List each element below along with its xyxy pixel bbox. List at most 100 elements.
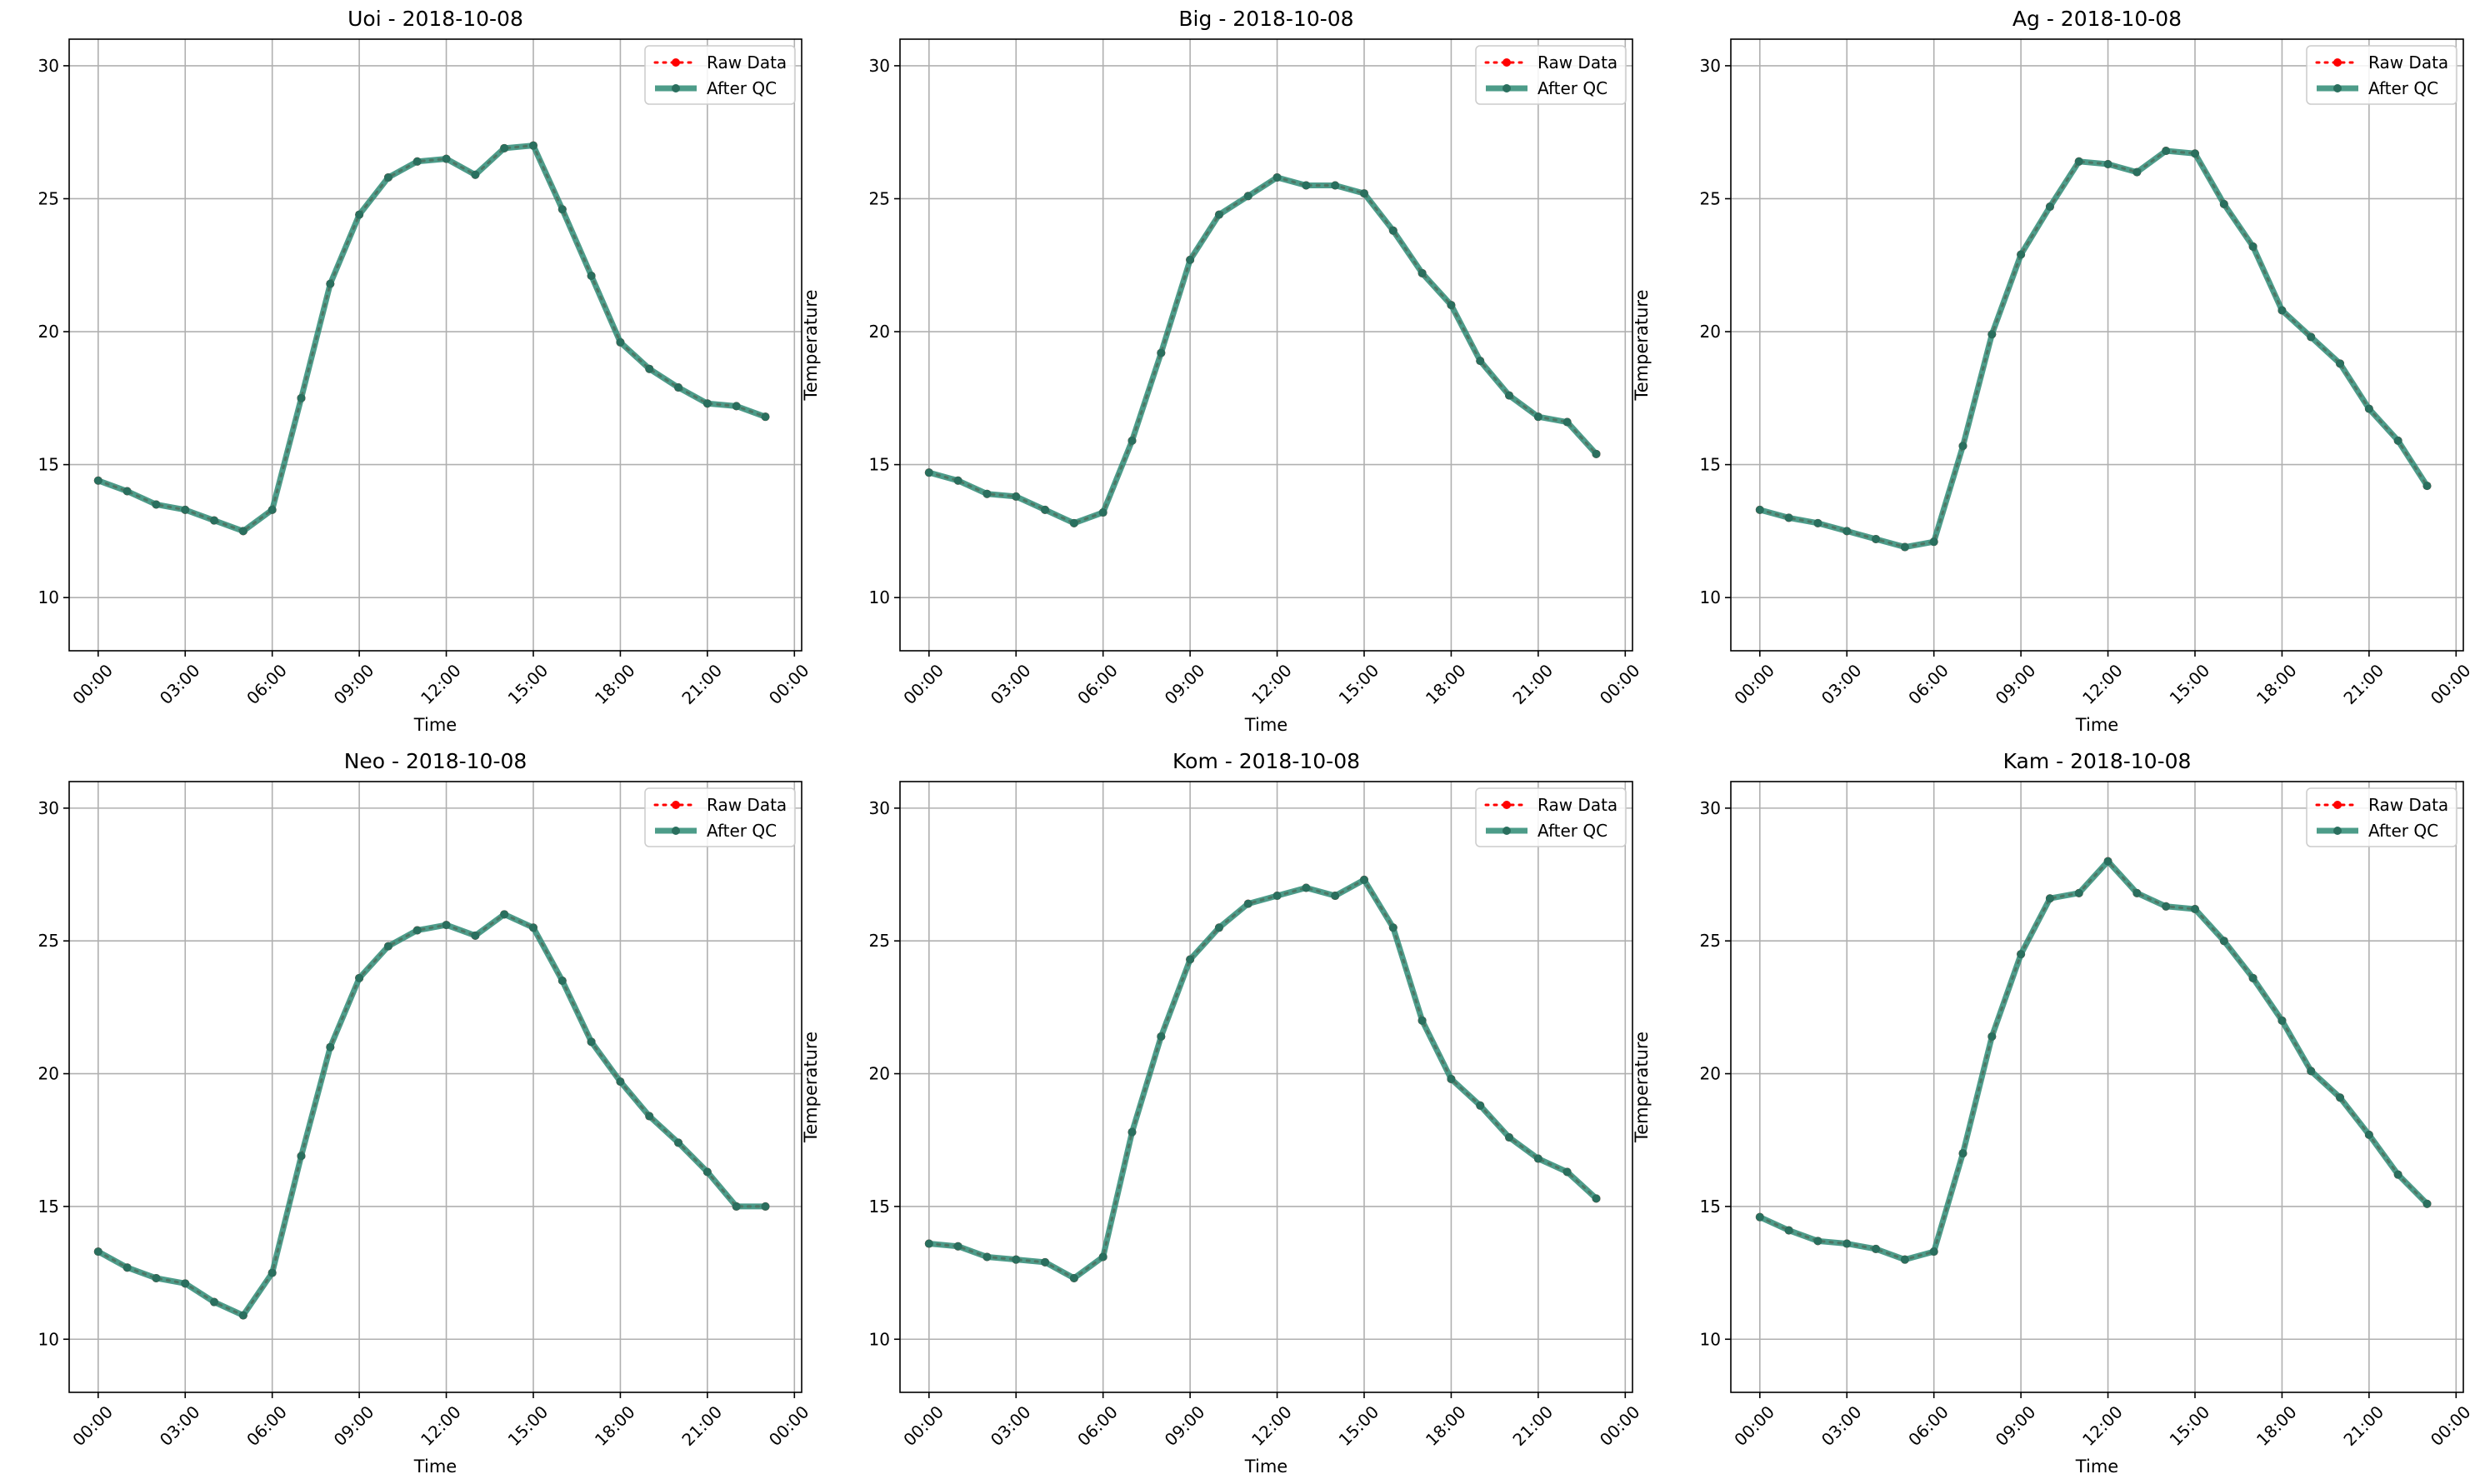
data-point-after-qc — [238, 1311, 248, 1320]
data-point-after-qc — [1505, 1133, 1514, 1142]
x-tick-label: 15:00 — [1335, 1402, 1383, 1450]
chart-title: Ag - 2018-10-08 — [2012, 7, 2182, 31]
data-point-after-qc — [1476, 1101, 1485, 1110]
x-tick-label: 12:00 — [417, 660, 465, 708]
y-tick-label: 30 — [869, 798, 890, 818]
data-point-after-qc — [2248, 242, 2258, 251]
series-line-raw-data — [1758, 859, 2428, 1262]
data-point-after-qc — [1069, 1273, 1078, 1282]
data-point-after-qc — [645, 1112, 654, 1121]
x-tick-label: 03:00 — [1818, 1402, 1866, 1450]
data-point-after-qc — [2364, 1130, 2373, 1139]
y-tick-label: 30 — [869, 56, 890, 76]
x-tick-label: 12:00 — [1248, 1402, 1296, 1450]
data-point-after-qc — [2422, 1199, 2432, 1208]
legend: Raw Data After QC — [1475, 45, 1627, 105]
data-point-after-qc — [1186, 255, 1195, 264]
data-point-after-qc — [297, 1152, 306, 1161]
y-tick-label: 10 — [869, 587, 890, 607]
axes-frame — [1730, 781, 2464, 1393]
axes-frame — [68, 781, 802, 1393]
legend-after-qc-marker — [672, 827, 680, 835]
series-line-raw-data — [97, 912, 767, 1317]
y-tick-label: 15 — [1700, 1197, 1721, 1217]
x-tick-label: 00:00 — [1596, 1402, 1644, 1450]
data-point-after-qc — [953, 476, 962, 485]
chart-panel-3: 10 15 20 25 30 00:00 03:00 06:00 09:00 12:00 15:00… — [1632, 7, 2475, 735]
legend-raw-data-marker — [1502, 801, 1511, 809]
x-tick-label: 06:00 — [1904, 1402, 1952, 1450]
chart-panel-2: 10 15 20 25 30 00:00 03:00 06:00 09:00 12:00 15:00… — [801, 7, 1644, 735]
legend-raw-data-marker — [672, 801, 680, 809]
data-point-after-qc — [2278, 306, 2287, 315]
legend-after-qc-marker — [672, 84, 680, 92]
y-tick-label: 15 — [38, 1197, 59, 1217]
x-tick-label: 12:00 — [417, 1402, 465, 1450]
x-tick-label: 09:00 — [330, 1402, 378, 1450]
data-point-after-qc — [2103, 159, 2112, 168]
x-tick-label: 09:00 — [1992, 1402, 2040, 1450]
y-tick-label: 25 — [869, 931, 890, 951]
x-tick-label: 00:00 — [1596, 660, 1644, 708]
axes-frame — [1730, 38, 2464, 652]
data-point-after-qc — [1842, 527, 1852, 536]
data-point-after-qc — [1958, 442, 1968, 451]
data-point-after-qc — [1012, 492, 1021, 501]
data-point-after-qc — [152, 1273, 161, 1282]
chart-title: Kam - 2018-10-08 — [2003, 749, 2192, 773]
data-point-after-qc — [1214, 210, 1223, 219]
x-tick-label: 15:00 — [1335, 660, 1383, 708]
x-tick-label: 00:00 — [765, 660, 813, 708]
x-tick-label: 03:00 — [987, 660, 1035, 708]
data-point-after-qc — [982, 489, 992, 498]
data-point-after-qc — [1755, 505, 1764, 514]
y-tick-label: 20 — [869, 322, 890, 342]
data-point-after-qc — [297, 393, 306, 402]
data-point-after-qc — [93, 1247, 102, 1257]
legend: Raw Data After QC — [1475, 787, 1627, 847]
data-point-after-qc — [1069, 518, 1078, 527]
data-point-after-qc — [355, 973, 364, 982]
data-point-after-qc — [2248, 973, 2258, 982]
y-tick-label: 20 — [869, 1064, 890, 1084]
data-point-after-qc — [2219, 199, 2228, 208]
data-point-after-qc — [1041, 1257, 1050, 1267]
data-point-after-qc — [1872, 1244, 1881, 1253]
y-tick-label: 10 — [1700, 587, 1721, 607]
data-point-after-qc — [2393, 1170, 2402, 1179]
data-point-after-qc — [558, 977, 567, 986]
x-tick-label: 15:00 — [2166, 660, 2214, 708]
data-point-after-qc — [1243, 899, 1252, 908]
data-point-after-qc — [2278, 1016, 2287, 1025]
y-axis-label: Temperature — [1632, 289, 1652, 401]
axes-frame — [899, 38, 1633, 652]
legend-raw-data-marker — [1502, 58, 1511, 67]
x-tick-label: 12:00 — [2078, 660, 2127, 708]
x-tick-label: 21:00 — [1508, 660, 1557, 708]
x-tick-label: 00:00 — [765, 1402, 813, 1450]
legend-raw-data-label: Raw Data — [707, 795, 787, 815]
legend-after-qc-marker — [1502, 827, 1511, 835]
x-tick-label: 03:00 — [987, 1402, 1035, 1450]
y-tick-label: 10 — [38, 587, 59, 607]
y-tick-label: 25 — [38, 931, 59, 951]
series-line-raw-data — [928, 176, 1598, 525]
data-point-after-qc — [2162, 902, 2171, 911]
x-tick-label: 00:00 — [899, 1402, 948, 1450]
data-point-after-qc — [587, 272, 596, 281]
y-tick-label: 30 — [38, 798, 59, 818]
legend-after-qc-marker — [2333, 84, 2342, 92]
data-point-after-qc — [645, 364, 654, 373]
data-point-after-qc — [1533, 412, 1542, 422]
data-point-after-qc — [1359, 875, 1368, 884]
data-point-after-qc — [1418, 1016, 1427, 1025]
data-point-after-qc — [2307, 332, 2316, 342]
data-point-after-qc — [558, 205, 567, 214]
y-tick-label: 10 — [1700, 1329, 1721, 1349]
y-axis-label: Temperature — [801, 289, 821, 401]
data-point-after-qc — [268, 1268, 277, 1277]
x-tick-label: 00:00 — [1730, 1402, 1778, 1450]
data-point-after-qc — [924, 1239, 933, 1248]
data-point-after-qc — [1929, 537, 1938, 547]
